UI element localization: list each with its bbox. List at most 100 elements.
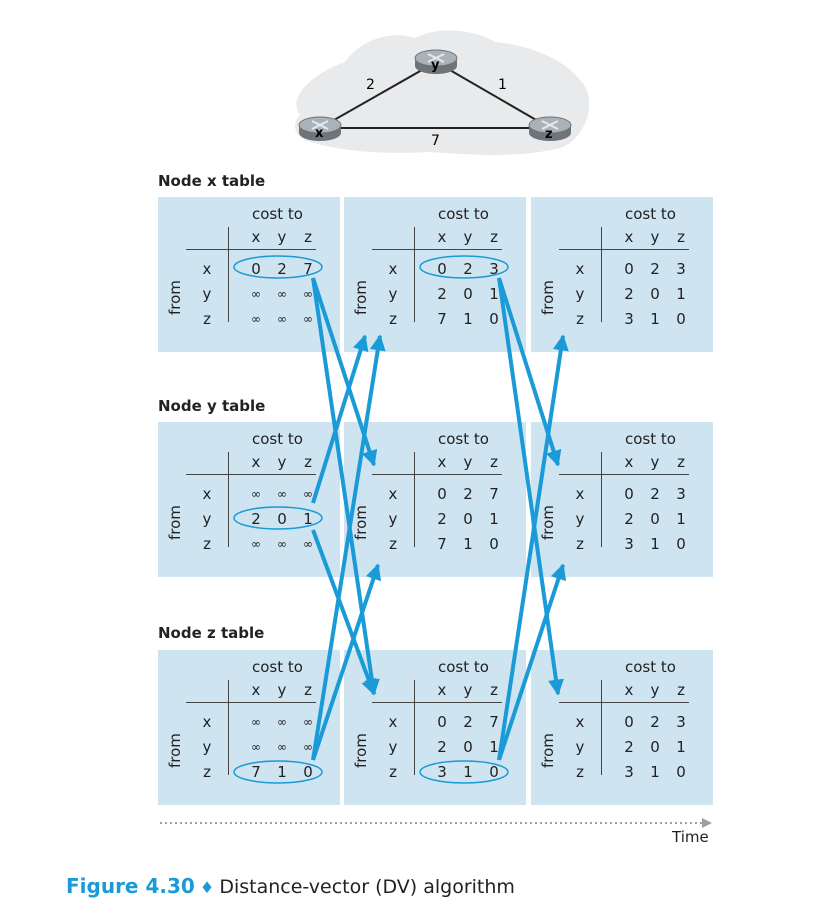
cost-cell: 0 [650, 510, 660, 528]
header-divider [559, 474, 689, 475]
cost-cell: 2 [650, 485, 660, 503]
dest-header: y [277, 453, 287, 471]
header-divider [186, 474, 316, 475]
cost-cell: 7 [437, 535, 447, 553]
row-header: z [576, 535, 584, 553]
cost-cell: 0 [650, 285, 660, 303]
dv-table-panel: cost to x y z from x 0 2 7 y ∞ ∞ ∞ z ∞ ∞ ∞ [158, 197, 340, 352]
section-title-x: Node x table [158, 172, 266, 190]
row-divider [601, 227, 602, 322]
cost-cell: 2 [650, 260, 660, 278]
cost-cell: 2 [463, 485, 473, 503]
arrow-z1-to-y [497, 563, 567, 761]
row-header: x [575, 260, 585, 278]
cost-cell: ∞ [277, 740, 287, 754]
circled-vector-z-t0 [233, 760, 323, 784]
row-divider [228, 452, 229, 547]
header-divider [372, 702, 502, 703]
dest-header: z [677, 228, 685, 246]
cost-cell: 2 [437, 510, 447, 528]
router-z-label: z [545, 127, 553, 142]
dest-header: z [490, 681, 498, 699]
cost-cell: 0 [676, 763, 686, 781]
caption-figure-number: Figure 4.30 [66, 874, 195, 898]
dest-header: y [277, 681, 287, 699]
cost-cell: 1 [463, 310, 473, 328]
router-y-icon [414, 49, 458, 74]
cost-cell: 2 [437, 285, 447, 303]
network-diagram: 2 1 7 y x z [294, 30, 590, 155]
cost-cell: 1 [650, 535, 660, 553]
cost-cell: ∞ [303, 287, 313, 301]
header-divider [372, 249, 502, 250]
arrow-z-to-y [311, 563, 382, 761]
arrow-x1-to-z [497, 277, 564, 696]
row-header: z [203, 310, 211, 328]
cost-cell: 0 [489, 310, 499, 328]
dest-header: y [650, 228, 660, 246]
row-header: z [389, 535, 397, 553]
cost-cell: 2 [650, 713, 660, 731]
cost-to-label: cost to [438, 205, 489, 223]
cost-cell: 7 [303, 260, 313, 278]
dv-table-panel: cost to x y z from x ∞ ∞ ∞ y 2 0 1 z ∞ ∞ ∞ [158, 422, 340, 577]
time-label: Time [672, 828, 709, 846]
cost-cell: 2 [437, 738, 447, 756]
row-header: x [575, 485, 585, 503]
link-x-y [319, 61, 437, 129]
header-divider [372, 474, 502, 475]
cost-cell: 1 [489, 510, 499, 528]
row-divider [228, 680, 229, 775]
dv-table-panel: cost to x y z from x 0 2 3 y 2 0 1 z 3 1 0 [531, 650, 713, 805]
cost-cell: 3 [676, 260, 686, 278]
arrow-x-to-z [311, 277, 380, 696]
cost-cell: 1 [463, 535, 473, 553]
header-divider [186, 249, 316, 250]
cost-cell: 1 [676, 510, 686, 528]
cost-cell: ∞ [251, 487, 261, 501]
section-title-z: Node z table [158, 624, 265, 642]
dv-table-panel: cost to x y z from x 0 2 3 y 2 0 1 z 3 1 0 [531, 197, 713, 352]
row-header: z [203, 535, 211, 553]
dest-header: y [463, 681, 473, 699]
cost-cell: 1 [676, 738, 686, 756]
cost-cell: 0 [650, 738, 660, 756]
dest-header: x [251, 228, 261, 246]
row-header: x [388, 260, 398, 278]
dest-header: x [624, 453, 634, 471]
header-divider [559, 702, 689, 703]
cost-cell: 1 [303, 510, 313, 528]
row-divider [228, 227, 229, 322]
circled-vector-z-t1 [419, 760, 509, 784]
dest-header: x [251, 681, 261, 699]
dest-header: y [277, 228, 287, 246]
cost-cell: 2 [463, 713, 473, 731]
cost-cell: 7 [489, 713, 499, 731]
cost-cell: ∞ [277, 287, 287, 301]
circled-vector-x-t0 [233, 255, 323, 279]
cost-cell: ∞ [277, 312, 287, 326]
arrow-y-to-x [311, 334, 369, 504]
cost-cell: 0 [303, 763, 313, 781]
section-title-y: Node y table [158, 397, 266, 415]
cost-cell: 2 [277, 260, 287, 278]
cost-cell: 1 [489, 285, 499, 303]
row-header: x [202, 485, 212, 503]
row-divider [414, 227, 415, 322]
cost-cell: ∞ [251, 740, 261, 754]
dest-header: z [677, 681, 685, 699]
cost-cell: 3 [489, 260, 499, 278]
row-divider [601, 452, 602, 547]
row-header: x [388, 485, 398, 503]
cost-to-label: cost to [625, 205, 676, 223]
cost-to-label: cost to [438, 430, 489, 448]
dest-header: x [437, 453, 447, 471]
row-header: y [202, 510, 212, 528]
router-x-icon [298, 116, 342, 141]
cost-cell: 0 [463, 738, 473, 756]
dest-header: y [650, 681, 660, 699]
dest-header: x [624, 681, 634, 699]
cost-cell: 0 [624, 485, 634, 503]
cost-cell: 3 [676, 713, 686, 731]
